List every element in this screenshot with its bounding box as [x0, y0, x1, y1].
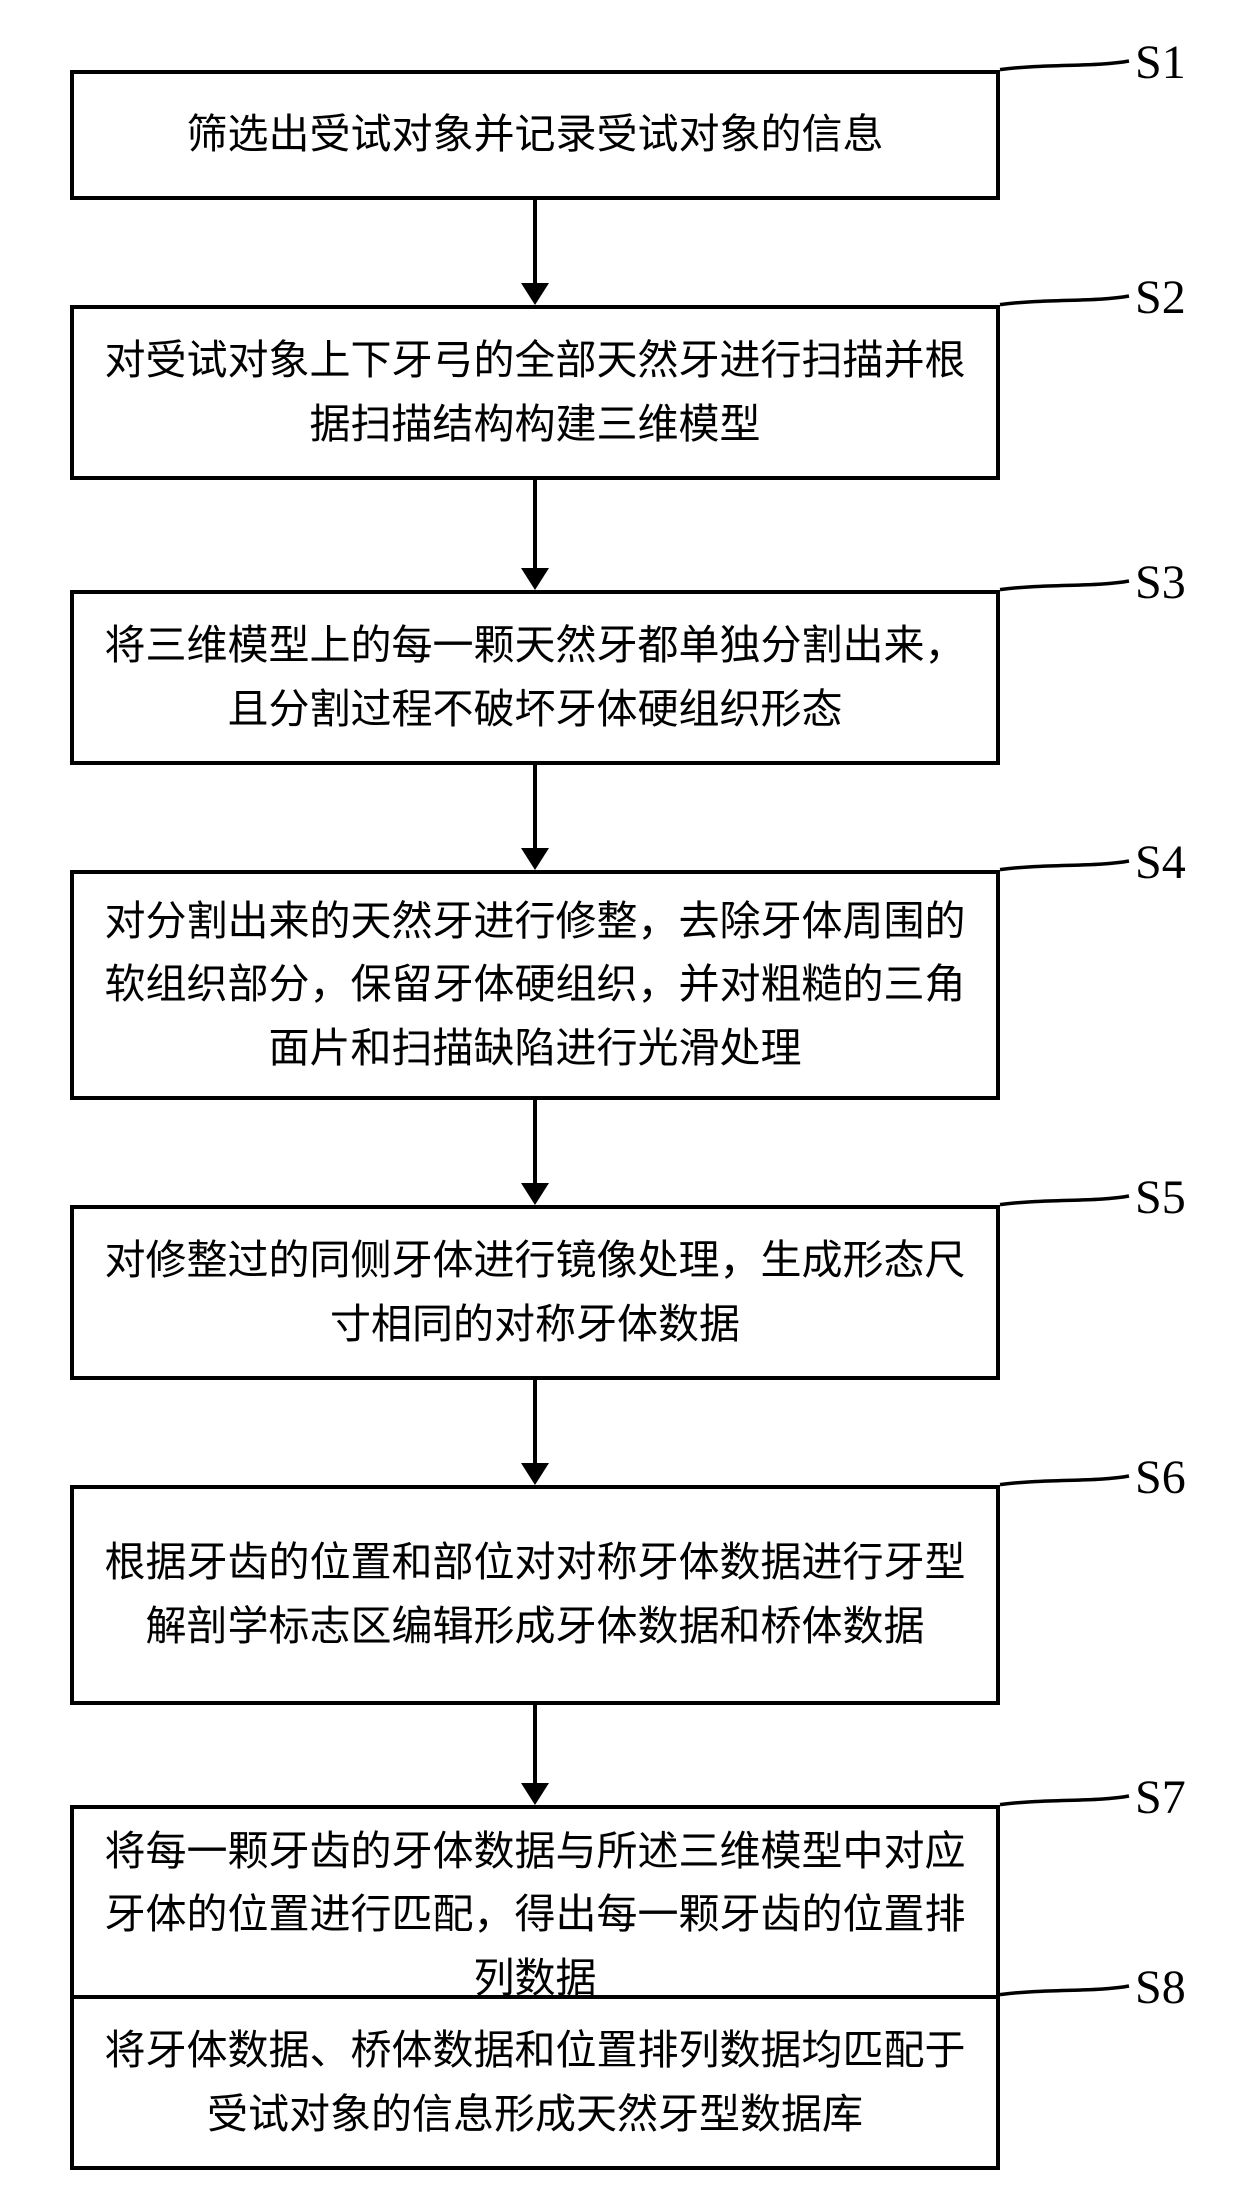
- flow-step-text: 对受试对象上下牙弓的全部天然牙进行扫描并根据扫描结构构建三维模型: [102, 329, 968, 456]
- flow-step-text: 将三维模型上的每一颗天然牙都单独分割出来，且分割过程不破坏牙体硬组织形态: [102, 614, 968, 741]
- flow-step-s8: 将牙体数据、桥体数据和位置排列数据均匹配于受试对象的信息形成天然牙型数据库: [70, 1995, 1000, 2170]
- flow-step-text: 筛选出受试对象并记录受试对象的信息: [187, 103, 884, 167]
- leader-curve: [996, 1472, 1133, 1489]
- flowchart-root: 筛选出受试对象并记录受试对象的信息对受试对象上下牙弓的全部天然牙进行扫描并根据扫…: [0, 0, 1240, 2193]
- leader-curve: [996, 57, 1133, 74]
- flow-arrow-head-icon: [521, 1783, 549, 1805]
- flow-step-s2: 对受试对象上下牙弓的全部天然牙进行扫描并根据扫描结构构建三维模型: [70, 305, 1000, 480]
- flow-step-s3: 将三维模型上的每一颗天然牙都单独分割出来，且分割过程不破坏牙体硬组织形态: [70, 590, 1000, 765]
- step-label-s5: S5: [1135, 1170, 1186, 1225]
- flow-step-s7: 将每一颗牙齿的牙体数据与所述三维模型中对应牙体的位置进行匹配，得出每一颗牙齿的位…: [70, 1805, 1000, 2025]
- flow-arrow-line: [533, 765, 537, 848]
- flow-step-s6: 根据牙齿的位置和部位对对称牙体数据进行牙型解剖学标志区编辑形成牙体数据和桥体数据: [70, 1485, 1000, 1705]
- flow-arrow-line: [533, 1705, 537, 1783]
- flow-arrow-line: [533, 200, 537, 283]
- step-label-s7: S7: [1135, 1770, 1186, 1825]
- flow-arrow-head-icon: [521, 568, 549, 590]
- leader-curve: [996, 1192, 1133, 1209]
- leader-curve: [996, 1982, 1133, 1999]
- flow-step-text: 将牙体数据、桥体数据和位置排列数据均匹配于受试对象的信息形成天然牙型数据库: [102, 2019, 968, 2146]
- flow-arrow-line: [533, 480, 537, 568]
- step-label-s8: S8: [1135, 1960, 1186, 2015]
- flow-step-text: 对分割出来的天然牙进行修整，去除牙体周围的软组织部分，保留牙体硬组织，并对粗糙的…: [102, 890, 968, 1081]
- flow-step-text: 对修整过的同侧牙体进行镜像处理，生成形态尺寸相同的对称牙体数据: [102, 1229, 968, 1356]
- leader-curve: [996, 292, 1133, 309]
- leader-curve: [996, 577, 1133, 594]
- flow-arrow-line: [533, 1380, 537, 1463]
- flow-arrow-head-icon: [521, 1183, 549, 1205]
- step-label-s6: S6: [1135, 1450, 1186, 1505]
- flow-step-text: 根据牙齿的位置和部位对对称牙体数据进行牙型解剖学标志区编辑形成牙体数据和桥体数据: [102, 1531, 968, 1658]
- flow-step-s5: 对修整过的同侧牙体进行镜像处理，生成形态尺寸相同的对称牙体数据: [70, 1205, 1000, 1380]
- step-label-s3: S3: [1135, 555, 1186, 610]
- step-label-s2: S2: [1135, 270, 1186, 325]
- flow-step-s4: 对分割出来的天然牙进行修整，去除牙体周围的软组织部分，保留牙体硬组织，并对粗糙的…: [70, 870, 1000, 1100]
- leader-curve: [996, 1792, 1133, 1809]
- flow-arrow-head-icon: [521, 283, 549, 305]
- step-label-s4: S4: [1135, 835, 1186, 890]
- flow-arrow-line: [533, 1100, 537, 1183]
- flow-step-s1: 筛选出受试对象并记录受试对象的信息: [70, 70, 1000, 200]
- flow-arrow-head-icon: [521, 848, 549, 870]
- leader-curve: [996, 857, 1133, 874]
- step-label-s1: S1: [1135, 35, 1186, 90]
- flow-arrow-head-icon: [521, 1463, 549, 1485]
- flow-step-text: 将每一颗牙齿的牙体数据与所述三维模型中对应牙体的位置进行匹配，得出每一颗牙齿的位…: [102, 1820, 968, 2011]
